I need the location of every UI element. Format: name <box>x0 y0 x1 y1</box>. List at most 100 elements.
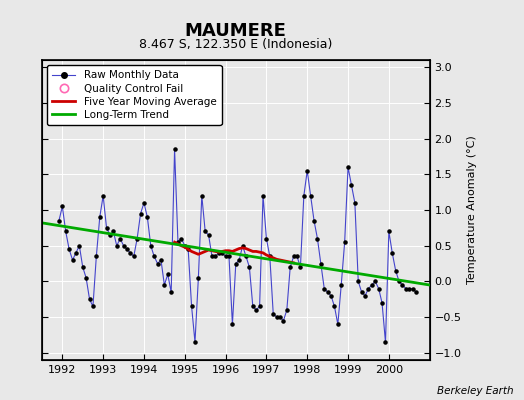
Point <box>375 285 383 292</box>
Point <box>289 253 298 260</box>
Point <box>54 218 63 224</box>
Point <box>334 321 342 328</box>
Point <box>259 192 267 199</box>
Point <box>286 264 294 270</box>
Point <box>184 246 192 252</box>
Point <box>316 260 325 267</box>
Point <box>337 282 345 288</box>
Point <box>232 260 240 267</box>
Point <box>65 246 73 252</box>
Point <box>113 242 121 249</box>
Point <box>402 285 410 292</box>
Point <box>300 192 308 199</box>
Point <box>228 321 237 328</box>
Point <box>109 228 117 235</box>
Point <box>323 289 332 295</box>
Point <box>412 289 420 295</box>
Point <box>269 310 277 317</box>
Point <box>368 282 376 288</box>
Point <box>276 314 284 320</box>
Point <box>102 225 111 231</box>
Point <box>341 239 349 245</box>
Point <box>313 235 322 242</box>
Text: Berkeley Earth: Berkeley Earth <box>437 386 514 396</box>
Point <box>391 268 400 274</box>
Point <box>347 182 356 188</box>
Point <box>61 228 70 235</box>
Y-axis label: Temperature Anomaly (°C): Temperature Anomaly (°C) <box>467 136 477 284</box>
Point <box>238 242 247 249</box>
Point <box>242 253 250 260</box>
Point <box>157 257 165 263</box>
Point <box>364 285 373 292</box>
Point <box>409 285 417 292</box>
Point <box>381 339 390 345</box>
Point <box>354 278 363 285</box>
Point <box>75 242 83 249</box>
Point <box>181 242 189 249</box>
Point <box>201 228 210 235</box>
Point <box>116 235 124 242</box>
Text: MAUMERE: MAUMERE <box>185 22 287 40</box>
Point <box>395 278 403 285</box>
Point <box>211 253 220 260</box>
Point <box>330 303 339 310</box>
Point <box>385 228 393 235</box>
Point <box>136 210 145 217</box>
Point <box>310 218 318 224</box>
Point <box>191 339 199 345</box>
Point <box>140 200 148 206</box>
Point <box>215 250 223 256</box>
Point <box>320 285 329 292</box>
Point <box>378 300 386 306</box>
Point <box>174 239 182 245</box>
Point <box>119 242 128 249</box>
Point <box>351 200 359 206</box>
Point <box>255 303 264 310</box>
Point <box>163 271 172 278</box>
Legend: Raw Monthly Data, Quality Control Fail, Five Year Moving Average, Long-Term Tren: Raw Monthly Data, Quality Control Fail, … <box>47 65 222 125</box>
Point <box>218 250 226 256</box>
Point <box>68 257 77 263</box>
Point <box>405 285 413 292</box>
Point <box>160 282 169 288</box>
Point <box>344 164 352 170</box>
Point <box>150 253 158 260</box>
Point <box>154 260 162 267</box>
Point <box>371 278 379 285</box>
Point <box>361 292 369 299</box>
Point <box>248 303 257 310</box>
Point <box>307 192 315 199</box>
Point <box>204 232 213 238</box>
Point <box>235 257 243 263</box>
Point <box>126 250 135 256</box>
Point <box>303 168 311 174</box>
Point <box>143 214 151 220</box>
Point <box>357 289 366 295</box>
Point <box>95 214 104 220</box>
Point <box>252 307 260 313</box>
Point <box>89 303 97 310</box>
Point <box>167 289 176 295</box>
Point <box>79 264 87 270</box>
Point <box>194 275 203 281</box>
Point <box>123 246 131 252</box>
Point <box>296 264 304 270</box>
Point <box>327 292 335 299</box>
Point <box>198 192 206 199</box>
Point <box>388 250 397 256</box>
Point <box>293 253 301 260</box>
Point <box>99 192 107 199</box>
Point <box>92 253 101 260</box>
Point <box>266 253 274 260</box>
Point <box>225 253 233 260</box>
Point <box>133 235 141 242</box>
Point <box>82 275 90 281</box>
Point <box>177 235 185 242</box>
Point <box>282 307 291 313</box>
Point <box>106 232 114 238</box>
Point <box>58 203 67 210</box>
Point <box>272 314 281 320</box>
Point <box>398 282 407 288</box>
Point <box>170 146 179 152</box>
